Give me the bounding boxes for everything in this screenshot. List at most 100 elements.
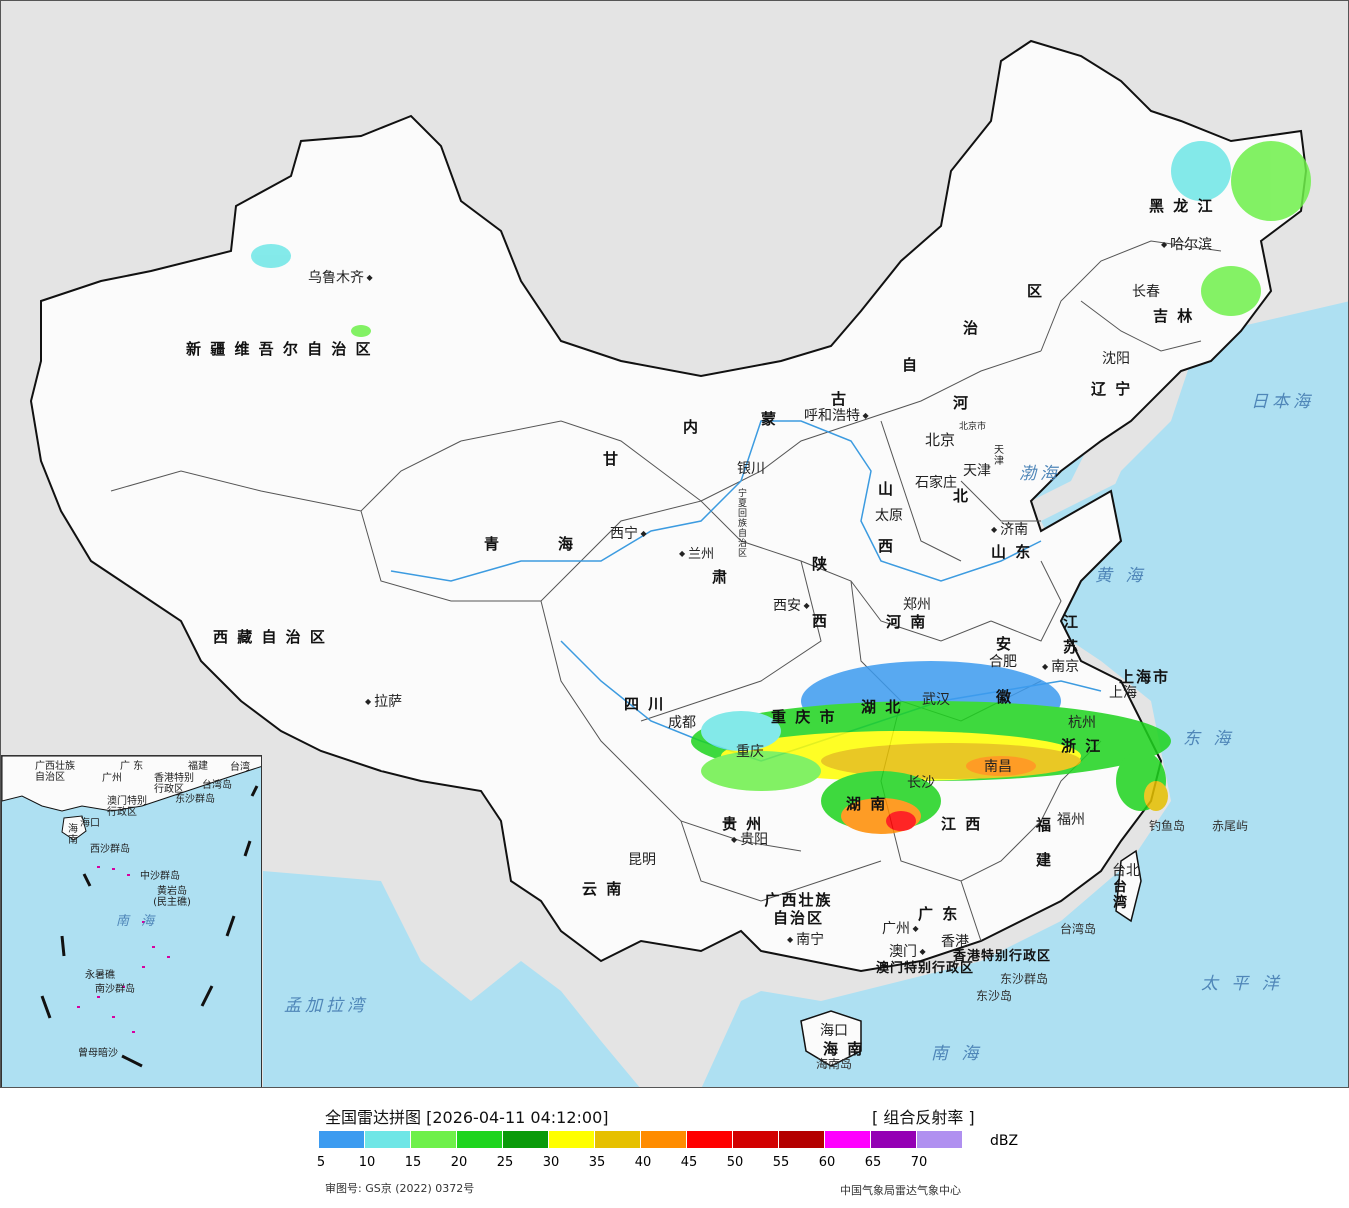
region-nmg-3: 古 xyxy=(831,390,849,408)
hainan-island xyxy=(800,1010,862,1067)
region-shaanxi-1: 陕 xyxy=(812,555,830,573)
inset-islands xyxy=(77,866,170,1033)
inset-guangzhou: 广州 xyxy=(102,773,122,784)
city-taiyuan: 太原 xyxy=(875,508,903,524)
inset-nansha: 南沙群岛 xyxy=(95,984,135,995)
scale-tick-label: 45 xyxy=(680,1155,698,1170)
city-lanzhou: 兰州 xyxy=(679,547,714,564)
scale-swatch xyxy=(825,1131,871,1148)
region-gansu-2: 肃 xyxy=(712,568,730,586)
region-fujian-1: 福 xyxy=(1036,816,1054,834)
radar-echoes xyxy=(251,141,1311,834)
region-shandong: 山 东 xyxy=(991,543,1033,561)
city-taibei: 台北 xyxy=(1112,863,1140,879)
scale-swatch xyxy=(641,1131,687,1148)
region-sichuan: 四 川 xyxy=(624,695,666,713)
city-haikou: 海口 xyxy=(820,1023,848,1039)
scale-tick-label: 35 xyxy=(588,1155,606,1170)
region-shaanxi-2: 西 xyxy=(812,612,830,630)
region-nmg-1: 内 xyxy=(683,418,701,436)
inset-canvas xyxy=(2,756,261,1068)
region-nmg-6: 区 xyxy=(1027,282,1045,300)
region-nmg-2: 蒙 xyxy=(761,410,779,428)
scale-tick-label: 10 xyxy=(358,1155,376,1170)
japan-sea xyxy=(1221,301,1348,561)
inset-xisha: 西沙群岛 xyxy=(90,844,130,855)
region-hebei-1: 河 xyxy=(953,394,971,412)
sea-nanhai: 南 海 xyxy=(931,1044,983,1064)
city-hangzhou: 杭州 xyxy=(1068,715,1096,731)
legend-title: 全国雷达拼图 [2026-04-11 04:12:00] xyxy=(325,1108,609,1127)
city-zhengzhou: 郑州 xyxy=(903,597,931,613)
scale-tick-label: 20 xyxy=(450,1155,468,1170)
region-heilongjiang: 黑 龙 江 xyxy=(1149,197,1215,215)
region-hunan: 湖 南 xyxy=(846,795,888,813)
inset-guangdong: 广 东 xyxy=(120,761,144,772)
region-zhejiang: 浙 江 xyxy=(1061,737,1103,755)
city-shanghai: 上海 xyxy=(1109,685,1137,701)
city-macao: 澳门 xyxy=(889,944,926,962)
city-lhasa: 拉萨 xyxy=(365,694,402,712)
region-shanghai: 上海市 xyxy=(1119,668,1171,686)
legend-unit: dBZ xyxy=(990,1133,1019,1149)
city-shijiazhuang: 石家庄 xyxy=(915,475,957,491)
scale-swatch xyxy=(319,1131,365,1148)
city-changsha: 长沙 xyxy=(907,775,935,791)
inset-yongshu: 永暑礁 xyxy=(85,970,115,981)
region-shanxi-2: 西 xyxy=(878,537,896,555)
region-jiangxi: 江 西 xyxy=(941,815,983,833)
island-diaoyu: 钓鱼岛 xyxy=(1149,819,1186,833)
city-tianjin: 天津 xyxy=(963,463,991,479)
organization: 中国气象局雷达气象中心 xyxy=(840,1184,961,1197)
sea-japan: 日本海 xyxy=(1251,392,1314,412)
scale-tick-label: 50 xyxy=(726,1155,744,1170)
city-wuhan: 武汉 xyxy=(922,692,950,708)
city-nanchang: 南昌 xyxy=(984,759,1012,775)
scale-swatch xyxy=(549,1131,595,1148)
radar-map[interactable]: 新 疆 维 吾 尔 自 治 区 西 藏 自 治 区 青 海 甘 肃 内 蒙 古 … xyxy=(0,0,1349,1088)
region-jilin: 吉 林 xyxy=(1153,307,1195,325)
island-taiwan: 台湾岛 xyxy=(1060,922,1097,936)
city-fuzhou: 福州 xyxy=(1057,812,1085,828)
city-changchun: 长春 xyxy=(1132,284,1160,300)
region-tianjin: 天津 xyxy=(994,445,1004,467)
region-yunnan: 云 南 xyxy=(582,880,624,898)
city-jinan: 济南 xyxy=(991,522,1028,540)
scale-swatch xyxy=(687,1131,733,1148)
scale-swatch xyxy=(871,1131,917,1148)
scale-tick-label: 70 xyxy=(910,1155,928,1170)
region-henan: 河 南 xyxy=(886,613,928,631)
region-taiwan: 台湾 xyxy=(1113,879,1129,911)
sea-bengal: 孟加拉湾 xyxy=(284,996,368,1016)
city-guangzhou: 广州 xyxy=(882,921,919,939)
nine-dash-line xyxy=(40,785,259,1068)
inset-taiwan: 台湾 xyxy=(230,762,250,773)
city-hongkong: 香港 xyxy=(941,934,969,950)
region-hubei: 湖 北 xyxy=(861,698,903,716)
city-urumqi: 乌鲁木齐 xyxy=(308,270,373,288)
inset-mainland xyxy=(2,756,261,812)
scale-swatch xyxy=(595,1131,641,1148)
inset-hongkong: 香港特别 行政区 xyxy=(154,773,194,795)
scale-tick-label: 60 xyxy=(818,1155,836,1170)
region-nmg-4: 自 xyxy=(902,356,920,374)
city-harbin: 哈尔滨 xyxy=(1161,237,1212,255)
region-nmg-5: 治 xyxy=(963,319,981,337)
inset-zhongsha: 中沙群岛 xyxy=(140,871,180,882)
region-anhui-1: 安 xyxy=(996,635,1014,653)
inset-guangxi: 广西壮族 自治区 xyxy=(35,761,75,783)
scale-tick-label: 5 xyxy=(316,1155,326,1170)
scale-tick-label: 65 xyxy=(864,1155,882,1170)
region-ningxia: 宁夏回族自治区 xyxy=(738,489,748,559)
city-kunming: 昆明 xyxy=(628,852,656,868)
region-qinghai-2: 海 xyxy=(558,535,576,553)
city-hefei: 合肥 xyxy=(989,654,1017,670)
city-guiyang: 贵阳 xyxy=(731,832,768,850)
inset-hainan xyxy=(61,815,87,841)
region-guangxi: 广西壮族 自治区 xyxy=(764,891,833,927)
island-dongsha-qundao: 东沙群岛 xyxy=(1000,972,1049,986)
inset-dongsha: 东沙群岛 xyxy=(175,794,215,805)
sea-donghai: 东 海 xyxy=(1183,729,1235,749)
inset-zengmu: 曾母暗沙 xyxy=(78,1048,118,1059)
scale-swatch xyxy=(411,1131,457,1148)
